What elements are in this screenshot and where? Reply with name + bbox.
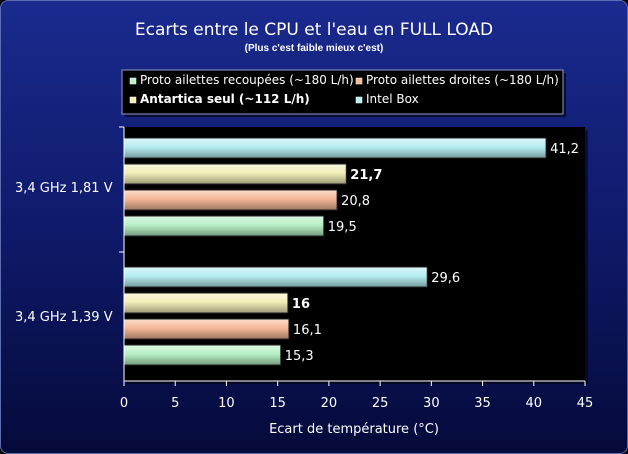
bar	[123, 189, 338, 211]
data-label: 21,7	[350, 168, 382, 183]
x-tick-label: 15	[269, 396, 286, 411]
legend-swatch	[355, 96, 363, 104]
x-tick-label: 20	[321, 396, 338, 411]
data-label: 41,2	[550, 142, 579, 157]
x-tick-label: 10	[218, 396, 235, 411]
legend-swatch	[129, 77, 137, 85]
bar	[123, 163, 347, 185]
legend-swatch	[129, 96, 137, 104]
x-tick-label: 45	[577, 396, 594, 411]
bar	[123, 215, 325, 237]
data-label: 16	[292, 297, 310, 312]
legend-box	[121, 69, 564, 115]
chart-subtitle: (Plus c'est faible mieux c'est)	[245, 43, 384, 54]
bar	[123, 137, 547, 159]
category-label: 3,4 GHz 1,81 V	[15, 181, 113, 196]
legend-swatch	[355, 77, 363, 85]
x-tick-label: 35	[474, 396, 491, 411]
x-tick-label: 30	[423, 396, 440, 411]
bar	[123, 266, 428, 288]
legend-label: Proto ailettes recoupées (~180 L/h)	[140, 73, 354, 87]
bar	[123, 344, 282, 366]
data-label: 15,3	[285, 349, 314, 364]
x-tick-label: 0	[120, 396, 128, 411]
legend-label: Antartica seul (~112 L/h)	[140, 92, 310, 106]
bar	[123, 292, 289, 314]
x-tick-label: 25	[372, 396, 389, 411]
legend-label: Proto ailettes droites (~180 L/h)	[366, 73, 559, 87]
legend-label: Intel Box	[366, 92, 419, 106]
data-label: 29,6	[431, 271, 460, 286]
data-label: 20,8	[341, 194, 370, 209]
plot-area: 3,4 GHz 1,81 V 19,5 20,8 21,7 41,2 3,4 GHz 1,…	[15, 126, 594, 411]
category-label: 3,4 GHz 1,39 V	[15, 310, 113, 325]
chart-title: Ecarts entre le CPU et l'eau en FULL LOA…	[135, 20, 493, 40]
legend: Proto ailettes recoupées (~180 L/h) Proto…	[121, 69, 566, 117]
x-tick-label: 5	[171, 396, 179, 411]
x-axis-label: Ecart de température (°C)	[269, 422, 439, 437]
x-tick-label: 40	[526, 396, 543, 411]
data-label: 19,5	[328, 220, 357, 235]
bar	[123, 318, 290, 340]
data-label: 16,1	[293, 323, 322, 338]
